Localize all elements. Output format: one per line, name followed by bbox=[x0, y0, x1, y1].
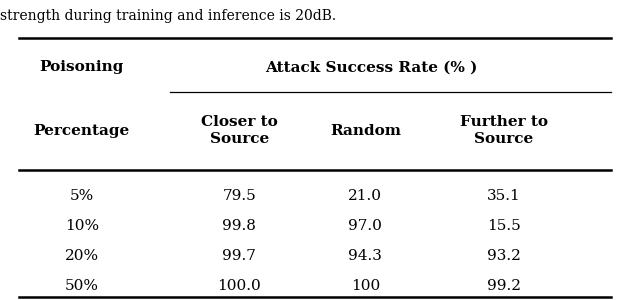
Text: 99.8: 99.8 bbox=[222, 220, 256, 233]
Text: 20%: 20% bbox=[65, 250, 99, 263]
Text: 93.2: 93.2 bbox=[487, 250, 521, 263]
Text: 97.0: 97.0 bbox=[348, 220, 382, 233]
Text: Random: Random bbox=[330, 124, 401, 137]
Text: Percentage: Percentage bbox=[34, 124, 130, 137]
Text: Closer to
Source: Closer to Source bbox=[201, 115, 278, 146]
Text: 15.5: 15.5 bbox=[487, 220, 521, 233]
Text: Attack Success Rate (% ): Attack Success Rate (% ) bbox=[265, 61, 478, 74]
Text: 99.2: 99.2 bbox=[487, 279, 521, 292]
Text: 35.1: 35.1 bbox=[487, 190, 521, 203]
Text: 21.0: 21.0 bbox=[348, 190, 382, 203]
Text: 94.3: 94.3 bbox=[348, 250, 382, 263]
Text: 100: 100 bbox=[351, 279, 380, 292]
Text: 50%: 50% bbox=[65, 279, 99, 292]
Text: 100.0: 100.0 bbox=[217, 279, 261, 292]
Text: Further to
Source: Further to Source bbox=[460, 115, 548, 146]
Text: 5%: 5% bbox=[70, 190, 94, 203]
Text: strength during training and inference is 20dB.: strength during training and inference i… bbox=[0, 9, 336, 23]
Text: 10%: 10% bbox=[65, 220, 99, 233]
Text: 99.7: 99.7 bbox=[222, 250, 256, 263]
Text: Poisoning: Poisoning bbox=[40, 61, 124, 74]
Text: 79.5: 79.5 bbox=[222, 190, 256, 203]
